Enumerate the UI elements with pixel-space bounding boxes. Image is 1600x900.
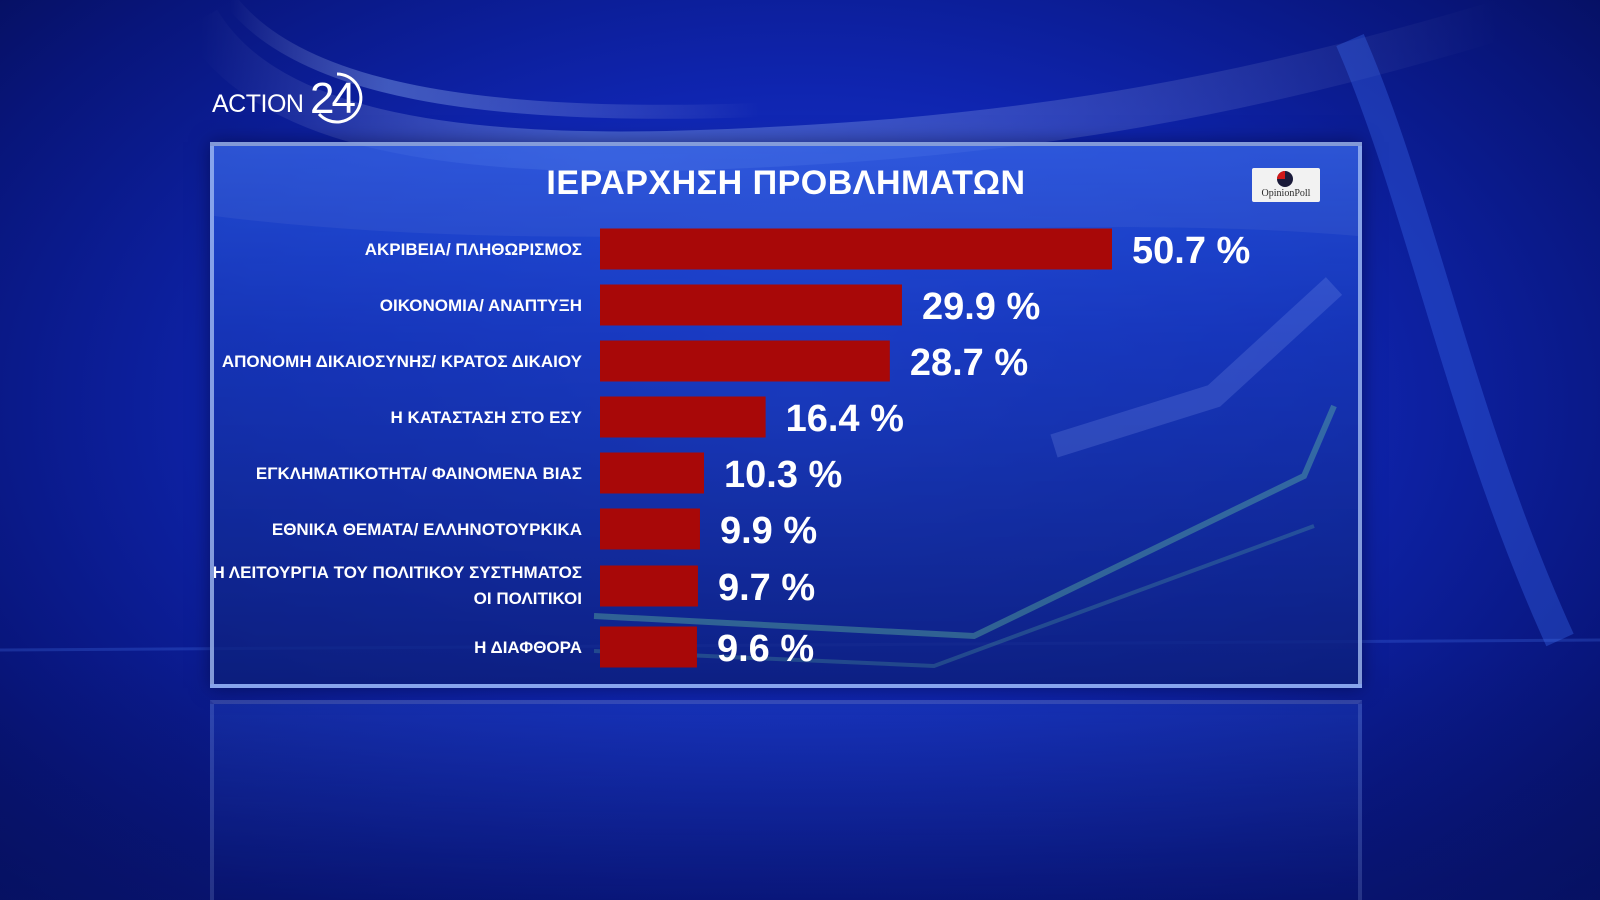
value-label-5: 9.9 %: [720, 510, 817, 552]
panel-reflection: [210, 700, 1362, 900]
category-label-0: ΑΚΡΙΒΕΙΑ/ ΠΛΗΘΩΡΙΣΜΟΣ: [365, 240, 582, 259]
opinionpoll-logo: OpinionPoll: [1252, 168, 1320, 202]
bar-5: [600, 508, 700, 550]
category-label-4: ΕΓΚΛΗΜΑΤΙΚΟΤΗΤΑ/ ΦΑΙΝΟΜΕΝΑ ΒΙΑΣ: [256, 464, 582, 483]
category-label-2: ΑΠΟΝΟΜΗ ΔΙΚΑΙΟΣΥΝΗΣ/ ΚΡΑΤΟΣ ΔΙΚΑΙΟΥ: [222, 352, 583, 371]
value-label-2: 28.7 %: [910, 342, 1028, 384]
value-label-4: 10.3 %: [724, 454, 842, 496]
value-label-0: 50.7 %: [1132, 230, 1250, 272]
action24-logo: ACTION 24: [212, 70, 372, 136]
logo-text: ACTION: [212, 90, 304, 118]
floor-gradient: [0, 655, 1600, 900]
logo-number: 24: [310, 74, 356, 123]
category-label-3: Η ΚΑΤΑΣΤΑΣΗ ΣΤΟ ΕΣΥ: [391, 408, 583, 427]
source-name: OpinionPoll: [1261, 188, 1311, 199]
bar-4: [600, 452, 705, 494]
value-label-3: 16.4 %: [786, 398, 904, 440]
bar-3: [600, 396, 766, 438]
logo-ring-icon: [317, 72, 363, 124]
panel-decoration: [214, 146, 1358, 669]
value-label-6: 9.7 %: [718, 567, 815, 609]
value-label-7: 9.6 %: [717, 628, 814, 670]
category-label-1: ΟΙΚΟΝΟΜΙΑ/ ΑΝΑΠΤΥΞΗ: [380, 296, 582, 315]
category-label-5: ΕΘΝΙΚΑ ΘΕΜΑΤΑ/ ΕΛΛΗΝΟΤΟΥΡΚΙΚΑ: [272, 520, 582, 539]
bar-7: [600, 626, 697, 668]
category-label-6: Η ΛΕΙΤΟΥΡΓΙΑ ΤΟΥ ΠΟΛΙΤΙΚΟΥ ΣΥΣΤΗΜΑΤΟΣ ΟΙ …: [214, 563, 582, 608]
category-label-7: Η ΔΙΑΦΘΟΡΑ: [474, 638, 582, 657]
bar-0: [600, 228, 1112, 270]
chart-panel: ΙΕΡΑΡΧΗΣΗ ΠΡΟΒΛΗΜΑΤΩΝ OpinionPoll 50.7 %…: [210, 142, 1362, 688]
bar-2: [600, 340, 890, 382]
bar-1: [600, 284, 902, 326]
bar-chart: 50.7 % ΑΚΡΙΒΕΙΑ/ ΠΛΗΘΩΡΙΣΜΟΣ 29.9 % ΟΙΚΟΝΟΜ…: [214, 228, 1250, 670]
chart-title: ΙΕΡΑΡΧΗΣΗ ΠΡΟΒΛΗΜΑΤΩΝ: [546, 164, 1026, 202]
bar-6: [600, 565, 698, 607]
value-label-1: 29.9 %: [922, 286, 1040, 328]
opinionpoll-circle-icon: [1277, 171, 1293, 187]
